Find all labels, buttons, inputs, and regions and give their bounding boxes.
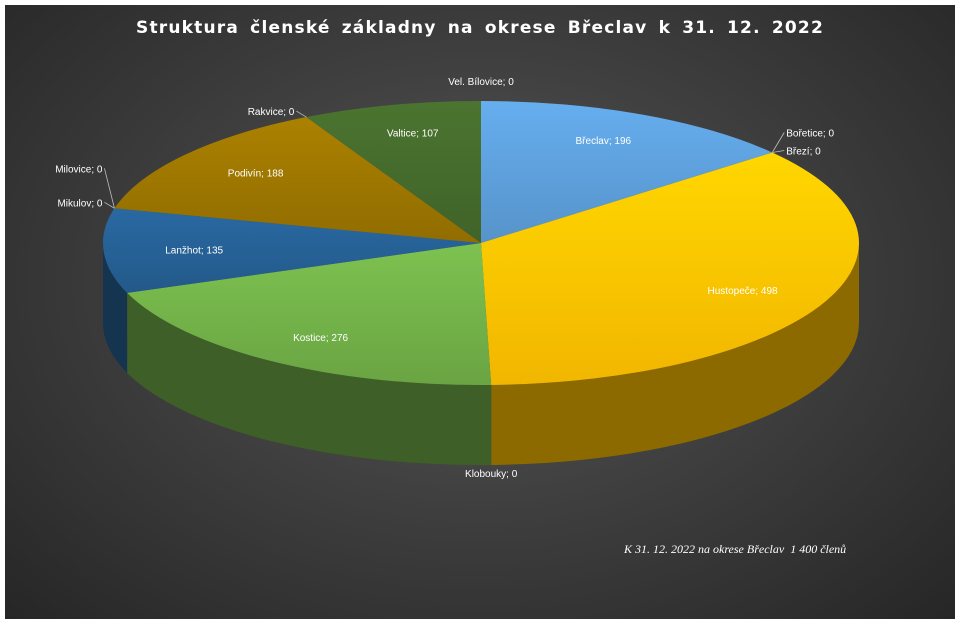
label-kostice: Kostice; 276 (293, 333, 348, 344)
pie-slices (103, 101, 860, 385)
label-valtice: Valtice; 107 (387, 129, 439, 140)
pie-side-hustope-e (491, 243, 859, 465)
label-hustope-e: Hustopeče; 498 (708, 286, 778, 297)
pie-sides (103, 243, 859, 465)
pie-side-kostice (127, 292, 492, 465)
pie-side-lan-hot (103, 243, 128, 373)
label-podiv-n: Podivín; 188 (228, 169, 284, 180)
label-milovice: Milovice; 0 (55, 164, 103, 175)
pie-slice-kostice (127, 243, 492, 385)
pie-slice-hustope-e (481, 152, 860, 385)
pie-slice-podiv-n (114, 117, 481, 243)
label-bo-etice: Bořetice; 0 (786, 128, 834, 139)
label-vel-b-lovice: Vel. Bílovice; 0 (448, 77, 514, 88)
pie-slice-b-eclav (481, 101, 773, 243)
label-klobouky: Klobouky; 0 (465, 469, 518, 480)
label-mikulov: Mikulov; 0 (57, 198, 102, 209)
label-rakvice: Rakvice; 0 (248, 107, 295, 118)
label-b-ez-: Březí; 0 (786, 146, 821, 157)
pie-slice-valtice (306, 101, 481, 243)
label-lan-hot: Lanžhot; 135 (165, 245, 223, 256)
pie-labels: Břeclav; 196 Hustopeče; 498 Kostice; 276 La… (55, 77, 834, 480)
total-members-note: K 31. 12. 2022 na okrese Břeclav 1 400 č… (624, 542, 847, 556)
label-b-eclav: Břeclav; 196 (576, 136, 632, 147)
pie-slice-lan-hot (103, 208, 482, 293)
chart-title: Struktura členské základny na okrese Bře… (136, 18, 824, 38)
